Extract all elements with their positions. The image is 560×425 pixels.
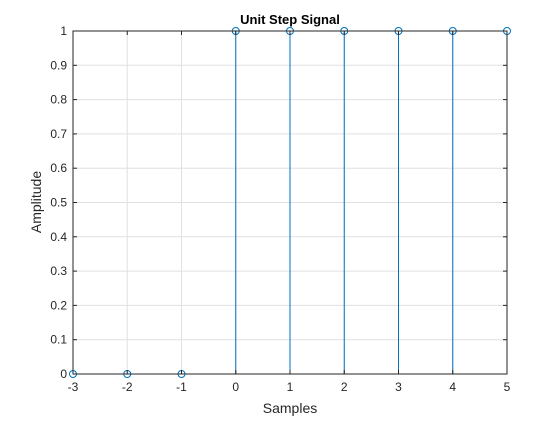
x-tick-label: 3 <box>395 380 402 394</box>
x-tick-label: 4 <box>449 380 456 394</box>
x-tick-label: -3 <box>68 380 79 394</box>
y-tick-label: 0.7 <box>50 127 67 141</box>
x-tick-label: 2 <box>341 380 348 394</box>
y-tick-label: 0.9 <box>50 58 67 72</box>
y-tick-label: 0.1 <box>50 333 67 347</box>
chart-title: Unit Step Signal <box>240 12 340 27</box>
y-tick-label: 0.5 <box>50 196 67 210</box>
y-tick-label: 0.8 <box>50 93 67 107</box>
y-tick-labels: 0 0.1 0.2 0.3 0.4 0.5 0.6 0.7 0.8 0.9 1 <box>50 24 67 381</box>
y-tick-label: 0 <box>60 367 67 381</box>
x-tick-label: 5 <box>504 380 511 394</box>
x-tick-label: 1 <box>287 380 294 394</box>
x-axis-label: Samples <box>263 400 317 416</box>
x-tick-labels: -3 -2 -1 0 1 2 3 4 5 <box>68 380 511 394</box>
y-tick-label: 1 <box>60 24 67 38</box>
y-tick-label: 0.3 <box>50 264 67 278</box>
y-tick-label: 0.6 <box>50 161 67 175</box>
y-axis-label: Amplitude <box>28 171 44 233</box>
y-tick-label: 0.4 <box>50 230 67 244</box>
x-tick-label: 0 <box>232 380 239 394</box>
x-tick-label: -1 <box>176 380 187 394</box>
axis-ticks <box>72 30 508 375</box>
x-tick-label: -2 <box>122 380 133 394</box>
y-tick-label: 0.2 <box>50 298 67 312</box>
